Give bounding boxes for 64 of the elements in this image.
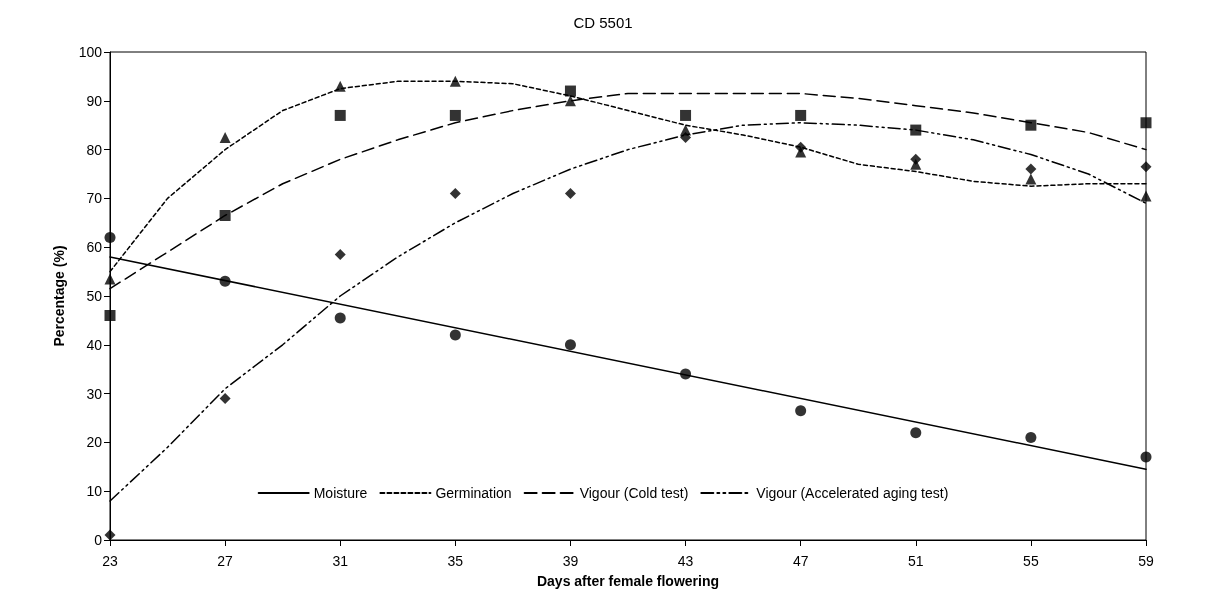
y-tick-label: 10 (86, 483, 103, 500)
x-tick-label: 55 (1023, 553, 1039, 569)
point (680, 368, 692, 380)
x-tick-label: 47 (792, 553, 809, 569)
y-tick-label: 60 (86, 239, 103, 256)
y-tick-label: 0 (94, 532, 103, 548)
point (564, 85, 576, 97)
legend-label: Moisture (313, 485, 368, 501)
x-tick-label: 27 (217, 553, 234, 569)
x-tick-label: 35 (447, 553, 464, 569)
point (104, 231, 116, 243)
point (795, 405, 807, 417)
point (449, 329, 461, 341)
x-tick-label: 43 (677, 553, 694, 569)
y-tick-label: 30 (86, 385, 103, 402)
point (564, 188, 576, 200)
point (1025, 163, 1037, 175)
point (104, 273, 116, 285)
x-tick-label: 51 (907, 553, 924, 569)
legend-label: Germination (435, 485, 512, 501)
x-tick-label: 23 (102, 553, 118, 569)
point (104, 310, 116, 322)
x-tick-label: 31 (332, 553, 349, 569)
y-tick-label: 100 (78, 44, 103, 60)
y-tick-label: 80 (86, 141, 103, 158)
x-tick-label: 39 (562, 553, 579, 569)
point (564, 339, 576, 351)
point (219, 392, 231, 404)
point (219, 209, 231, 221)
point (1140, 190, 1152, 202)
point (795, 141, 807, 153)
point (1025, 432, 1037, 444)
point (1140, 451, 1152, 463)
y-tick-label: 20 (86, 434, 103, 451)
point (1025, 119, 1037, 131)
point (449, 188, 461, 200)
chart-title: CD 5501 (573, 14, 633, 31)
point (1025, 173, 1037, 185)
point (1140, 161, 1152, 173)
y-tick-label: 90 (86, 92, 103, 109)
point (219, 131, 231, 143)
point (334, 312, 346, 324)
point (910, 124, 922, 136)
point (910, 427, 922, 439)
y-tick-label: 40 (86, 336, 103, 353)
x-axis-title: Days after female flowering (536, 573, 720, 589)
legend-label: Vigour (Accelerated aging test) (756, 485, 949, 501)
point (334, 80, 346, 92)
y-tick-label: 70 (86, 190, 103, 207)
point (680, 109, 692, 121)
point (449, 109, 461, 121)
point (795, 109, 807, 121)
y-tick-label: 50 (86, 288, 103, 304)
point (680, 131, 692, 143)
point (449, 75, 461, 87)
x-tick-label: 59 (1138, 553, 1154, 569)
point (334, 109, 346, 121)
legend-label: Vigour (Cold test) (579, 485, 689, 501)
point (910, 153, 922, 165)
point (334, 249, 346, 261)
point (564, 95, 576, 107)
point (1140, 117, 1152, 129)
point (219, 275, 231, 287)
y-axis-title: Percentage (%) (51, 245, 67, 347)
